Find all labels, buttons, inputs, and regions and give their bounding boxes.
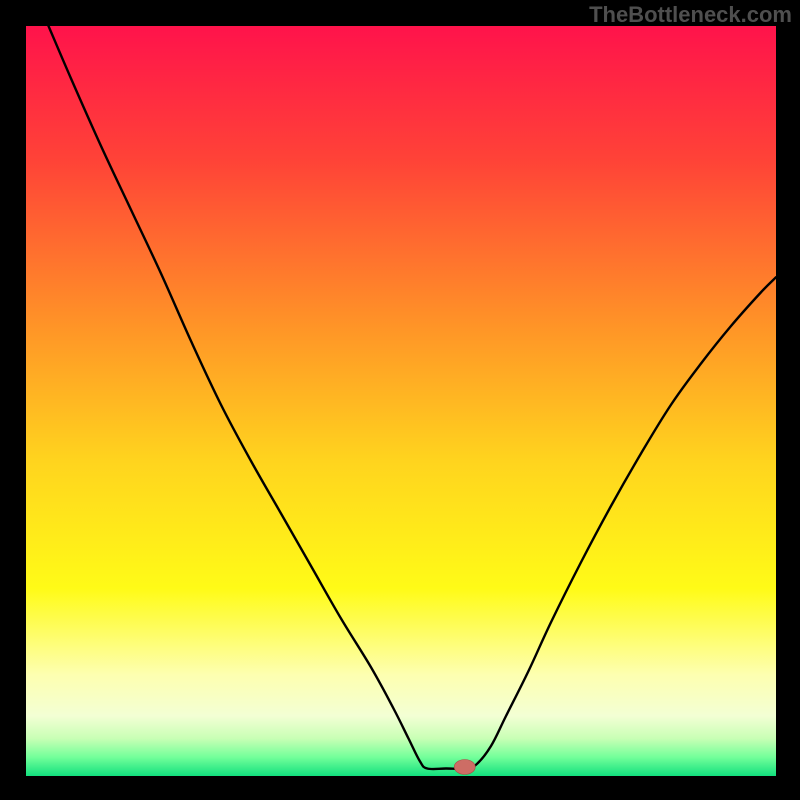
chart-background bbox=[26, 26, 776, 776]
minimum-marker bbox=[454, 760, 475, 775]
watermark-text: TheBottleneck.com bbox=[589, 2, 792, 28]
chart-svg bbox=[26, 26, 776, 776]
chart-plot-area bbox=[26, 26, 776, 776]
